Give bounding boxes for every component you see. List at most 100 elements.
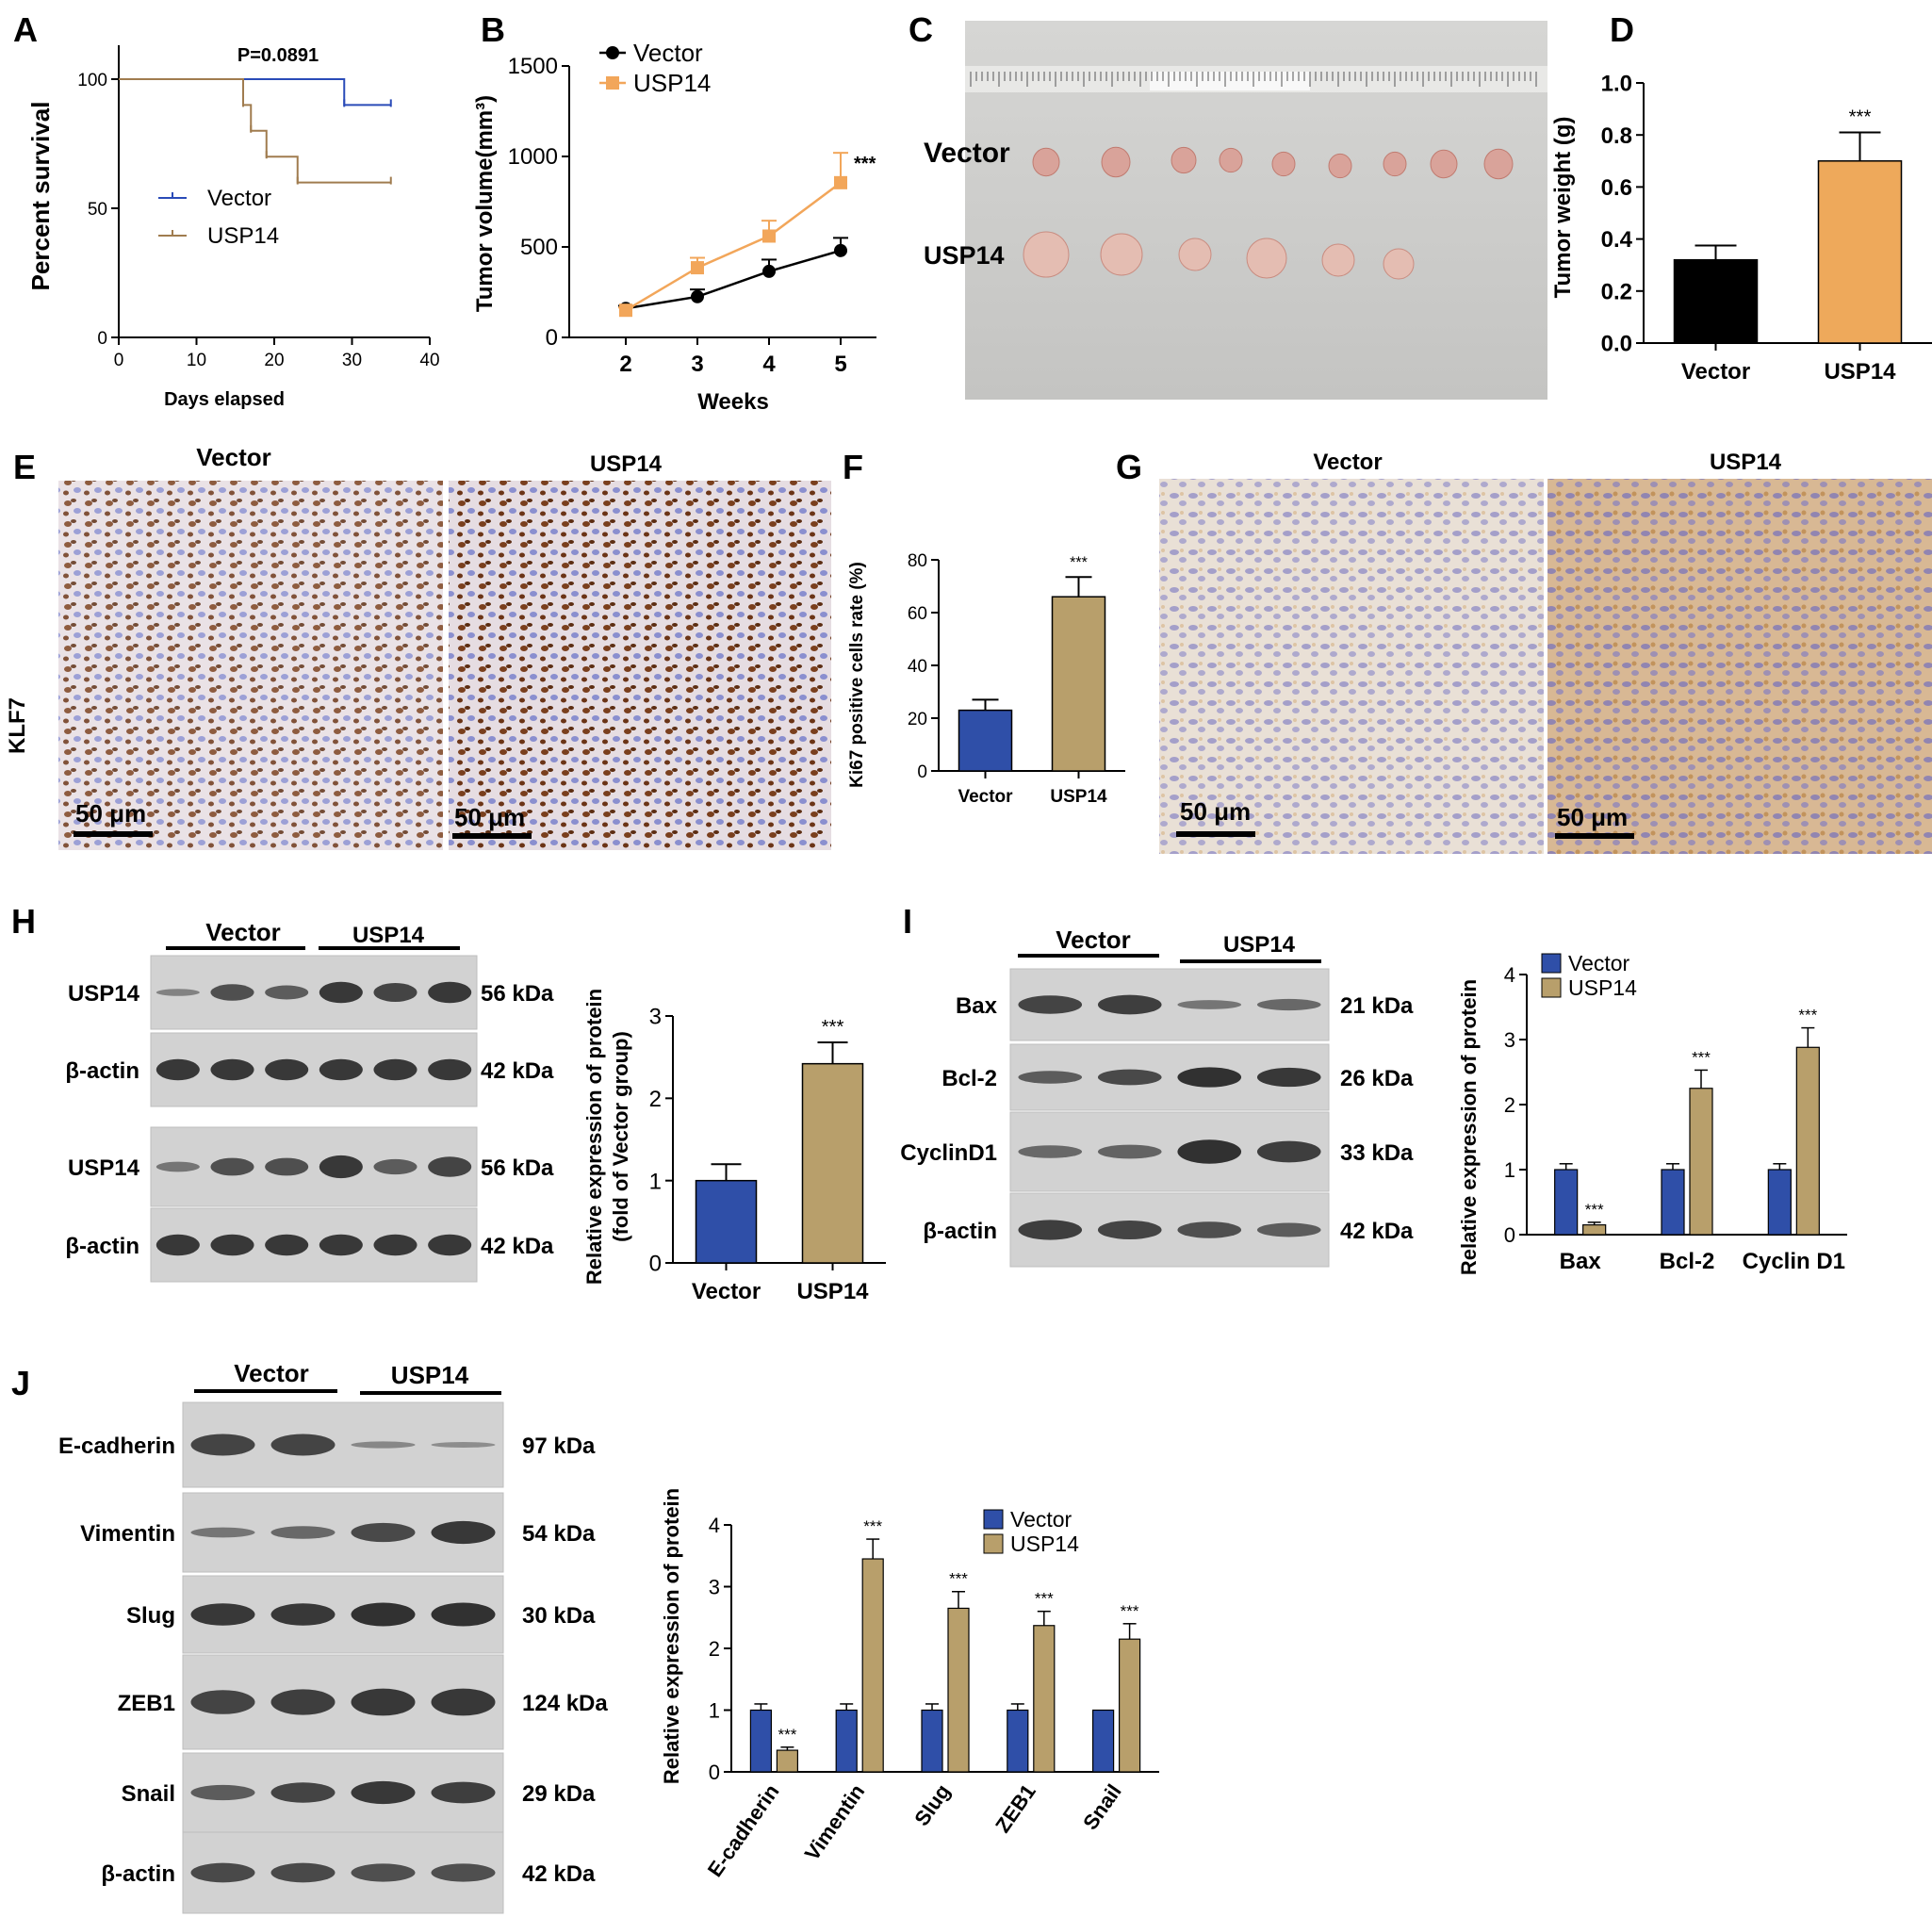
blot-j-quant-y-tick-label: 0 — [709, 1761, 720, 1784]
blot-j-quant-bar-usp14 — [1118, 1638, 1141, 1773]
blot-i-y-label: Relative expression of protein — [1457, 979, 1481, 1275]
blot-i-quant-bar-vector — [1767, 1169, 1792, 1236]
blot-band — [270, 1689, 336, 1715]
survival-legend: Vector USP14 — [158, 186, 279, 249]
tumor-volume-significance: *** — [854, 154, 876, 174]
blot-i-quant-bar-usp14 — [1582, 1224, 1607, 1236]
panel-letter-e: E — [13, 448, 36, 486]
blot-i-strips: Bax 21 kDa Bcl-2 26 kDa CyclinD1 33 kDa β-acti… — [900, 968, 1414, 1268]
tumor-weight-chart: 0.0 0.2 0.4 0.6 0.8 1.0 Vector *** USP14 — [1601, 72, 1932, 385]
blot-label: β-actin — [65, 1058, 139, 1084]
blot-band — [270, 1434, 336, 1456]
ihc-e-scale-vector: 50 μm — [75, 799, 146, 827]
tumor-volume-legend-marker-vector — [606, 46, 619, 59]
tumor-volume-x-tick-label: 2 — [619, 352, 631, 377]
blot-i-quant-chart: 0 1 2 3 4 *** Bax *** Bcl-2 *** Cyclin D1 VectorUSP… — [1504, 951, 1847, 1274]
tumor-sample-vector — [1271, 151, 1296, 177]
blot-band — [1097, 994, 1162, 1015]
blot-kda: 29 kDa — [522, 1781, 596, 1807]
panel-d-tumor-weight: D 0.0 0.2 0.4 0.6 0.8 1.0 Vector *** USP14 Tumor… — [1550, 10, 1932, 385]
tumor-volume-y-tick-label: 1000 — [508, 144, 558, 170]
blot-label: Vimentin — [80, 1521, 175, 1547]
blot-band — [190, 1603, 255, 1626]
blot-band — [351, 1522, 416, 1543]
survival-y-label: Percent survival — [26, 102, 55, 291]
survival-x-tick-label: 0 — [114, 351, 124, 370]
blot-band — [1256, 1222, 1321, 1237]
blot-h-quant-y-tick-label: 0 — [649, 1252, 662, 1277]
blot-band — [1256, 998, 1321, 1011]
blot-j-quant-bar-vector — [921, 1709, 943, 1773]
blot-band — [156, 989, 200, 996]
blot-band — [190, 1434, 255, 1456]
ki67-y-tick-label: 60 — [908, 604, 927, 624]
ihc-image-klf7-vector — [58, 481, 443, 850]
panel-letter-i: I — [903, 902, 912, 941]
panel-letter-j: J — [11, 1364, 30, 1402]
blot-label: Snail — [122, 1781, 175, 1807]
tumor-weight-x-tick-label: Vector — [1681, 359, 1750, 385]
tumor-volume-y-tick-label: 500 — [520, 235, 558, 260]
blot-j-group-vector: Vector — [234, 1359, 309, 1387]
blot-band — [319, 1234, 363, 1256]
blot-kda: 54 kDa — [522, 1521, 596, 1547]
ihc-g-scale-bar-usp14 — [1555, 833, 1634, 839]
panel-i-western-blot: I Vector USP14 Bax 21 kDa Bcl-2 26 kDa Cycli… — [900, 902, 1847, 1275]
tumor-volume-y-tick-label: 0 — [546, 325, 558, 351]
blot-band — [270, 1603, 336, 1626]
panel-g-ihc: G Vector USP14 50 μm 50 μm — [1116, 448, 1932, 854]
blot-j-quant-bar-usp14 — [861, 1558, 884, 1773]
ihc-e-scale-bar-vector — [74, 831, 153, 837]
blot-band — [1018, 1145, 1083, 1158]
tumor-sample-vector — [1171, 146, 1197, 174]
blot-kda: 21 kDa — [1340, 993, 1414, 1019]
blot-j-quant-x-tick-label: E-cadherin — [703, 1780, 784, 1881]
blot-band — [428, 1156, 472, 1177]
blot-band — [265, 985, 309, 1000]
blot-h-quant-x-tick-label: Vector — [692, 1279, 761, 1304]
blot-j-quant-y-tick-label: 1 — [709, 1699, 720, 1723]
blot-band — [210, 1157, 254, 1176]
ki67-bar-usp14 — [1051, 596, 1106, 772]
blot-h-usp14-bar — [319, 946, 460, 950]
blot-label: E-cadherin — [58, 1434, 175, 1459]
blot-band — [431, 1442, 496, 1448]
tumor-sample-usp14 — [1246, 238, 1287, 279]
blot-j-quant-bar-vector — [1007, 1709, 1029, 1773]
blot-i-quant-significance: *** — [1798, 1007, 1817, 1024]
survival-x-tick-label: 30 — [342, 351, 362, 370]
blot-j-quant-bar-vector — [749, 1709, 773, 1773]
blot-i-quant-legend-label-vector: Vector — [1568, 951, 1630, 975]
blot-kda: 30 kDa — [522, 1603, 596, 1629]
blot-band — [1018, 995, 1083, 1014]
photo-row-vector: Vector — [924, 138, 1010, 169]
blot-j-quant-x-tick-label: ZEB1 — [991, 1780, 1040, 1837]
survival-legend-label-usp14: USP14 — [207, 223, 279, 249]
tumor-volume-point-vector — [762, 264, 776, 278]
blot-h-quant-bar-vector — [695, 1179, 758, 1264]
ihc-g-scale-bar-vector — [1176, 831, 1255, 837]
blot-i-quant-y-tick-label: 1 — [1504, 1158, 1515, 1182]
tumor-weight-x-tick-label: USP14 — [1824, 359, 1896, 385]
panel-letter-d: D — [1610, 10, 1634, 49]
blot-j-quant-significance: *** — [863, 1517, 882, 1535]
blot-band — [319, 981, 363, 1004]
blot-h-strips: USP14 56 kDa β-actin 42 kDa USP14 56 kDa β-act… — [65, 955, 554, 1283]
blot-band — [210, 1058, 254, 1081]
blot-strip — [150, 955, 478, 1030]
blot-h-quant-x-tick-label: USP14 — [796, 1279, 869, 1304]
blot-band — [1018, 1220, 1083, 1240]
blot-i-quant-x-tick-label: Bcl-2 — [1660, 1249, 1715, 1274]
tumor-weight-y-tick-label: 0.4 — [1601, 227, 1633, 253]
blot-band — [373, 983, 418, 1002]
blot-band — [351, 1688, 416, 1716]
tumor-volume-point-vector — [834, 243, 847, 257]
blot-j-quant-bar-usp14 — [947, 1607, 970, 1773]
panel-a-survival-chart: A P=0.0891 0 10 20 30 40 0 50 100 Vector USP14 D… — [13, 10, 440, 410]
blot-j-strips: E-cadherin 97 kDa Vimentin 54 kDa Slug 30 kDa… — [58, 1401, 608, 1914]
blot-band — [190, 1784, 255, 1801]
blot-h-quant-significance: *** — [822, 1017, 844, 1038]
blot-band — [351, 1602, 416, 1627]
